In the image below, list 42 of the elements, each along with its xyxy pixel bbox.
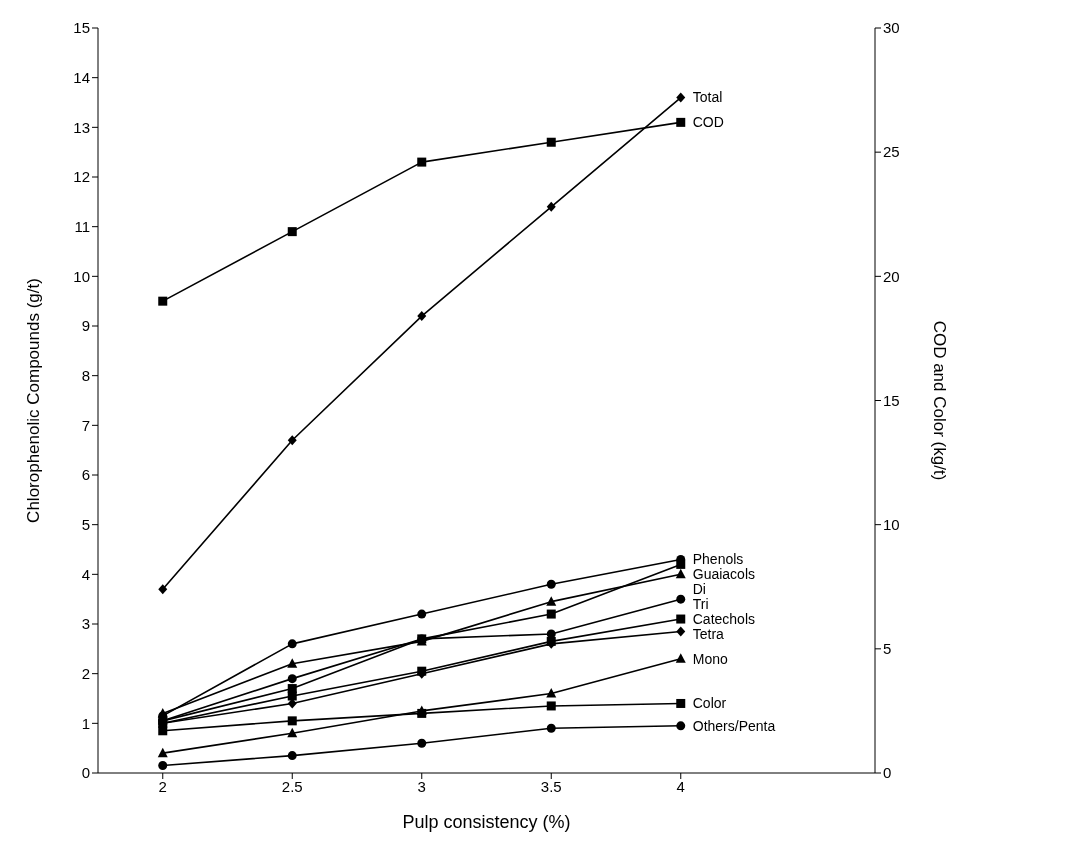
y-tick-label: 9 [81, 317, 90, 335]
y2-tick-label: 30 [883, 19, 900, 37]
x-tick-label: 2.5 [281, 777, 303, 795]
y2-tick-label: 20 [883, 267, 900, 285]
series-label: Color [692, 695, 727, 712]
y2-tick-label: 10 [883, 515, 900, 533]
series-label: Guaiacols [692, 566, 756, 583]
series-label: Mono [692, 650, 728, 667]
x-axis-title: Pulp consistency (%) [402, 812, 571, 832]
x-tick-label: 2 [158, 777, 167, 795]
y2-tick-label: 0 [883, 764, 892, 782]
series-label: Phenols [692, 551, 744, 568]
y-tick-label: 1 [81, 714, 90, 732]
y-tick-label: 15 [73, 19, 90, 37]
y-tick-label: 3 [81, 615, 90, 633]
y-tick-label: 11 [74, 217, 90, 235]
y2-tick-label: 25 [883, 143, 900, 161]
series-label: COD [692, 114, 724, 131]
y-tick-label: 12 [73, 168, 90, 186]
y-tick-label: 5 [81, 515, 90, 533]
y2-axis-title: COD and Color (kg/t) [929, 320, 949, 481]
series-label: Tri [692, 596, 709, 613]
y-tick-label: 10 [73, 267, 90, 285]
y-tick-label: 4 [81, 565, 90, 583]
series-label: Tetra [692, 626, 725, 643]
y-tick-label: 14 [73, 68, 90, 86]
series-label: Di [692, 581, 706, 598]
y-tick-label: 7 [81, 416, 90, 434]
series-label: Catechols [692, 611, 756, 628]
y-tick-label: 6 [81, 466, 90, 484]
y-axis-title: Chlorophenolic Compounds (g/t) [24, 278, 44, 523]
series-label: Total [692, 89, 723, 106]
y-tick-label: 2 [81, 664, 90, 682]
y2-tick-label: 15 [883, 391, 900, 409]
y-tick-label: 8 [81, 366, 90, 384]
y-tick-label: 13 [73, 118, 90, 136]
x-tick-label: 4 [676, 777, 685, 795]
y2-tick-label: 5 [883, 640, 892, 658]
series-label: Others/Penta [692, 717, 776, 734]
y-tick-label: 0 [81, 764, 90, 782]
x-tick-label: 3 [417, 777, 426, 795]
x-tick-label: 3.5 [540, 777, 562, 795]
